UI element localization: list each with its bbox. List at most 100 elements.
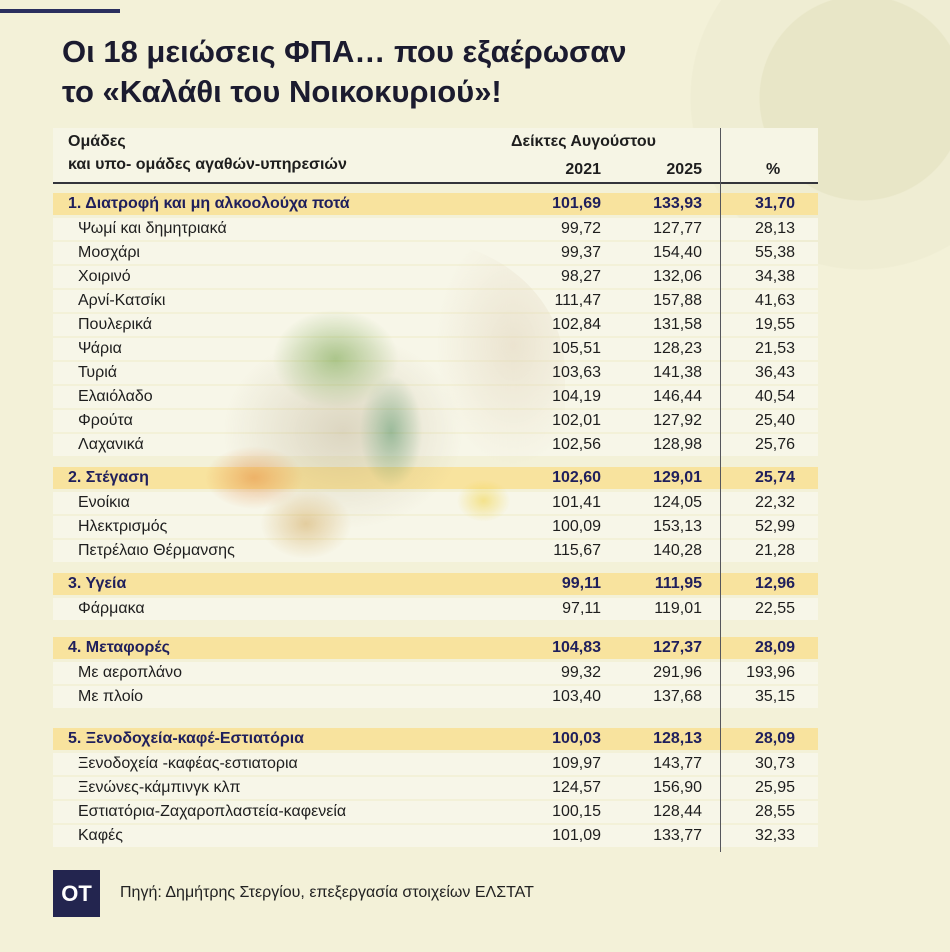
value-change-pct: 193,96 <box>746 664 795 681</box>
value-2025: 157,88 <box>653 292 702 309</box>
value-change-pct: 41,63 <box>754 292 795 309</box>
value-2021: 105,51 <box>552 340 601 357</box>
table-row: Με αεροπλάνο 99,32 291,96 193,96 <box>53 662 818 684</box>
value-change-pct: 21,28 <box>754 542 795 559</box>
value-2021: 99,72 <box>560 220 601 237</box>
table-row: Ξενοδοχεία -καφέας-εστιατορια 109,97 143,7… <box>53 753 818 775</box>
value-2025: 141,38 <box>653 364 702 381</box>
table-row: Ψάρια 105,51 128,23 21,53 <box>53 338 818 360</box>
value-2021: 100,09 <box>552 518 601 535</box>
row-label: Ξενοδοχεία -καφέας-εστιατορια <box>78 755 298 772</box>
value-2021: 98,27 <box>560 268 601 285</box>
row-label: Ψάρια <box>78 340 122 357</box>
value-2021: 97,11 <box>562 600 601 617</box>
value-change-pct: 28,09 <box>754 639 795 656</box>
value-2021: 100,15 <box>552 803 601 820</box>
row-label: Ξενώνες-κάμπινγκ κλπ <box>78 779 241 796</box>
header-groups-line-2: και υπο- ομάδες αγαθών-υπηρεσιών <box>68 156 347 173</box>
value-2021: 111,47 <box>554 292 601 309</box>
value-2021: 99,11 <box>561 575 601 592</box>
value-2021: 99,32 <box>560 664 601 681</box>
value-2025: 133,77 <box>653 827 702 844</box>
value-change-pct: 32,33 <box>754 827 795 844</box>
value-change-pct: 25,76 <box>754 436 795 453</box>
row-label: Λαχανικά <box>78 436 144 453</box>
top-accent-rule <box>0 9 120 13</box>
table-row: Με πλοίο 103,40 137,68 35,15 <box>53 686 818 708</box>
value-2025: 124,05 <box>653 494 702 511</box>
value-change-pct: 34,38 <box>754 268 795 285</box>
value-2021: 101,09 <box>552 827 601 844</box>
row-label: Ενοίκια <box>78 494 130 511</box>
table-row: Πουλερικά 102,84 131,58 19,55 <box>53 314 818 336</box>
value-change-pct: 30,73 <box>754 755 795 772</box>
row-label: Φάρμακα <box>78 600 145 617</box>
title-line-1: Οι 18 μειώσεις ΦΠΑ… που εξαέρωσαν <box>62 34 627 69</box>
value-change-pct: 35,15 <box>754 688 795 705</box>
group-row: 3. Υγεία 99,11 111,95 12,96 <box>53 573 818 595</box>
group-row: 5. Ξενοδοχεία-καφέ-Εστιατόρια 100,03 128,1… <box>53 728 818 750</box>
table-row: Αρνί-Κατσίκι 111,47 157,88 41,63 <box>53 290 818 312</box>
ot-logo: OT <box>53 870 100 917</box>
value-2025: 140,28 <box>653 542 702 559</box>
value-change-pct: 22,55 <box>754 600 795 617</box>
value-2025: 128,23 <box>653 340 702 357</box>
value-2025: 111,95 <box>654 575 702 592</box>
table-row: Ξενώνες-κάμπινγκ κλπ 124,57 156,90 25,95 <box>53 777 818 799</box>
value-2021: 99,37 <box>560 244 601 261</box>
value-2025: 128,44 <box>653 803 702 820</box>
value-2021: 103,63 <box>552 364 601 381</box>
table-row: Καφές 101,09 133,77 32,33 <box>53 825 818 847</box>
value-2025: 133,93 <box>653 195 702 212</box>
value-change-pct: 52,99 <box>754 518 795 535</box>
value-2025: 153,13 <box>653 518 702 535</box>
value-2025: 127,77 <box>653 220 702 237</box>
group-row: 2. Στέγαση 102,60 129,01 25,74 <box>53 467 818 489</box>
row-label: 1. Διατροφή και μη αλκοολούχα ποτά <box>68 195 350 212</box>
value-2021: 101,41 <box>552 494 601 511</box>
table-row: Φάρμακα 97,11 119,01 22,55 <box>53 598 818 620</box>
value-change-pct: 36,43 <box>754 364 795 381</box>
value-change-pct: 25,95 <box>754 779 795 796</box>
row-label: Πουλερικά <box>78 316 153 333</box>
row-label: Μοσχάρι <box>78 244 140 261</box>
value-2021: 102,60 <box>552 469 601 486</box>
table-header <box>53 128 818 182</box>
value-2021: 109,97 <box>552 755 601 772</box>
value-2025: 137,68 <box>653 688 702 705</box>
row-label: Με πλοίο <box>78 688 144 705</box>
value-2021: 100,03 <box>552 730 601 747</box>
header-indices: Δείκτες Αυγούστου <box>511 133 656 150</box>
row-label: Ψωμί και δημητριακά <box>78 220 227 237</box>
table-row: Εστιατόρια-Ζαχαροπλαστεία-καφενεία 100,15… <box>53 801 818 823</box>
value-2025: 127,92 <box>653 412 702 429</box>
row-label: Αρνί-Κατσίκι <box>78 292 166 309</box>
value-2025: 132,06 <box>653 268 702 285</box>
value-change-pct: 25,74 <box>754 469 795 486</box>
row-label: Φρούτα <box>78 412 133 429</box>
title-line-2: το «Καλάθι του Νοικοκυριού»! <box>62 74 502 109</box>
value-change-pct: 55,38 <box>754 244 795 261</box>
value-change-pct: 28,13 <box>754 220 795 237</box>
header-col-pct: % <box>766 161 781 178</box>
value-2025: 129,01 <box>653 469 702 486</box>
value-2021: 102,84 <box>552 316 601 333</box>
header-col-2025: 2025 <box>666 161 702 178</box>
group-row: 4. Μεταφορές 104,83 127,37 28,09 <box>53 637 818 659</box>
value-change-pct: 22,32 <box>754 494 795 511</box>
table-row: Ηλεκτρισμός 100,09 153,13 52,99 <box>53 516 818 538</box>
value-2025: 156,90 <box>653 779 702 796</box>
table-row: Πετρέλαιο Θέρμανσης 115,67 140,28 21,28 <box>53 540 818 562</box>
table-row: Λαχανικά 102,56 128,98 25,76 <box>53 434 818 456</box>
value-2025: 128,13 <box>653 730 702 747</box>
table-row: Φρούτα 102,01 127,92 25,40 <box>53 410 818 432</box>
value-2025: 119,01 <box>654 600 702 617</box>
row-label: Χοιρινό <box>78 268 131 285</box>
value-change-pct: 28,55 <box>754 803 795 820</box>
row-label: Τυριά <box>78 364 118 381</box>
row-label: Καφές <box>78 827 123 844</box>
row-label: 5. Ξενοδοχεία-καφέ-Εστιατόρια <box>68 730 305 747</box>
value-2021: 101,69 <box>552 195 601 212</box>
column-divider <box>720 128 721 852</box>
value-2025: 131,58 <box>653 316 702 333</box>
